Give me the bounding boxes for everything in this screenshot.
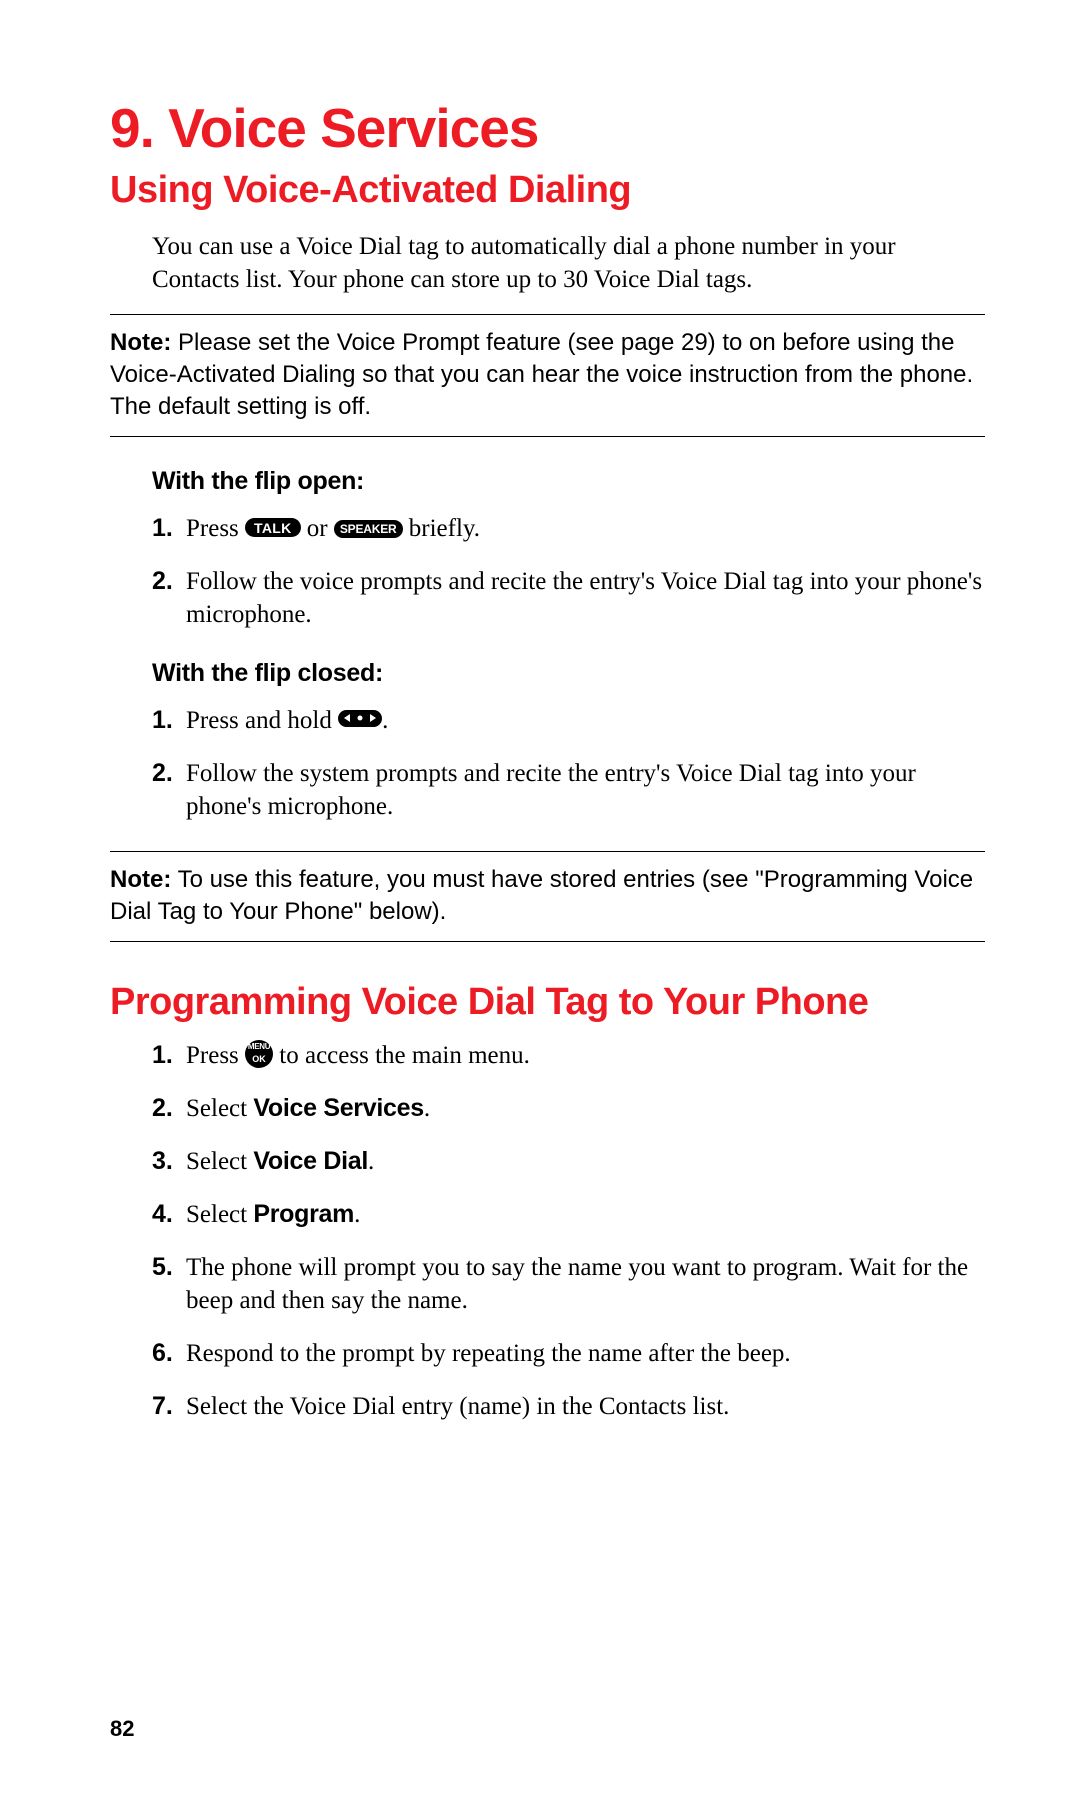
page-number: 82 bbox=[110, 1716, 134, 1742]
list-item: 6. Respond to the prompt by repeating th… bbox=[152, 1337, 985, 1370]
note-label: Note: bbox=[110, 866, 171, 893]
note-text: To use this feature, you must have store… bbox=[110, 866, 973, 925]
speaker-key-icon: SPEAKER bbox=[334, 520, 403, 538]
step-number: 2. bbox=[152, 565, 186, 631]
list-item: 1. Press and hold . bbox=[152, 704, 985, 737]
step-text: Press TALK or SPEAKER briefly. bbox=[186, 512, 985, 545]
list-item: 2. Select Voice Services. bbox=[152, 1092, 985, 1125]
step-number: 1. bbox=[152, 704, 186, 737]
step-text: Select Program. bbox=[186, 1198, 985, 1231]
list-item: 2. Follow the system prompts and recite … bbox=[152, 757, 985, 823]
note-label: Note: bbox=[110, 329, 171, 356]
menu-ok-key-icon: MENUOK bbox=[245, 1040, 273, 1068]
step-number: 3. bbox=[152, 1145, 186, 1178]
chapter-title: 9. Voice Services bbox=[110, 100, 985, 158]
steps-programming: 1. Press MENUOK to access the main menu.… bbox=[110, 1039, 985, 1423]
subheading-flip-open: With the flip open: bbox=[152, 467, 985, 496]
step-text: Press and hold . bbox=[186, 704, 985, 737]
step-number: 5. bbox=[152, 1251, 186, 1317]
step-number: 6. bbox=[152, 1337, 186, 1370]
list-item: 3. Select Voice Dial. bbox=[152, 1145, 985, 1178]
steps-flip-open: 1. Press TALK or SPEAKER briefly. 2. Fol… bbox=[110, 512, 985, 631]
list-item: 5. The phone will prompt you to say the … bbox=[152, 1251, 985, 1317]
step-text: Press MENUOK to access the main menu. bbox=[186, 1039, 985, 1072]
note-text: Please set the Voice Prompt feature (see… bbox=[110, 329, 973, 421]
step-text: Follow the system prompts and recite the… bbox=[186, 757, 985, 823]
step-text: Select Voice Services. bbox=[186, 1092, 985, 1125]
step-number: 1. bbox=[152, 512, 186, 545]
step-number: 4. bbox=[152, 1198, 186, 1231]
subheading-flip-closed: With the flip closed: bbox=[152, 659, 985, 688]
step-number: 2. bbox=[152, 757, 186, 823]
step-number: 1. bbox=[152, 1039, 186, 1072]
step-text: Follow the voice prompts and recite the … bbox=[186, 565, 985, 631]
note-box-1: Note: Please set the Voice Prompt featur… bbox=[110, 314, 985, 437]
list-item: 2. Follow the voice prompts and recite t… bbox=[152, 565, 985, 631]
section-title-voice-dialing: Using Voice-Activated Dialing bbox=[110, 170, 985, 212]
manual-page: 9. Voice Services Using Voice-Activated … bbox=[0, 0, 1080, 1800]
step-text: The phone will prompt you to say the nam… bbox=[186, 1251, 985, 1317]
step-text: Select Voice Dial. bbox=[186, 1145, 985, 1178]
steps-flip-closed: 1. Press and hold . 2. Follow the system… bbox=[110, 704, 985, 823]
talk-key-icon: TALK bbox=[245, 518, 301, 537]
list-item: 1. Press MENUOK to access the main menu. bbox=[152, 1039, 985, 1072]
list-item: 4. Select Program. bbox=[152, 1198, 985, 1231]
step-text: Respond to the prompt by repeating the n… bbox=[186, 1337, 985, 1370]
list-item: 1. Press TALK or SPEAKER briefly. bbox=[152, 512, 985, 545]
step-number: 2. bbox=[152, 1092, 186, 1125]
list-item: 7. Select the Voice Dial entry (name) in… bbox=[152, 1390, 985, 1423]
note-box-2: Note: To use this feature, you must have… bbox=[110, 851, 985, 942]
intro-paragraph: You can use a Voice Dial tag to automati… bbox=[110, 230, 985, 296]
side-key-icon bbox=[338, 710, 382, 727]
section-title-programming: Programming Voice Dial Tag to Your Phone bbox=[110, 982, 985, 1024]
step-text: Select the Voice Dial entry (name) in th… bbox=[186, 1390, 985, 1423]
step-number: 7. bbox=[152, 1390, 186, 1423]
